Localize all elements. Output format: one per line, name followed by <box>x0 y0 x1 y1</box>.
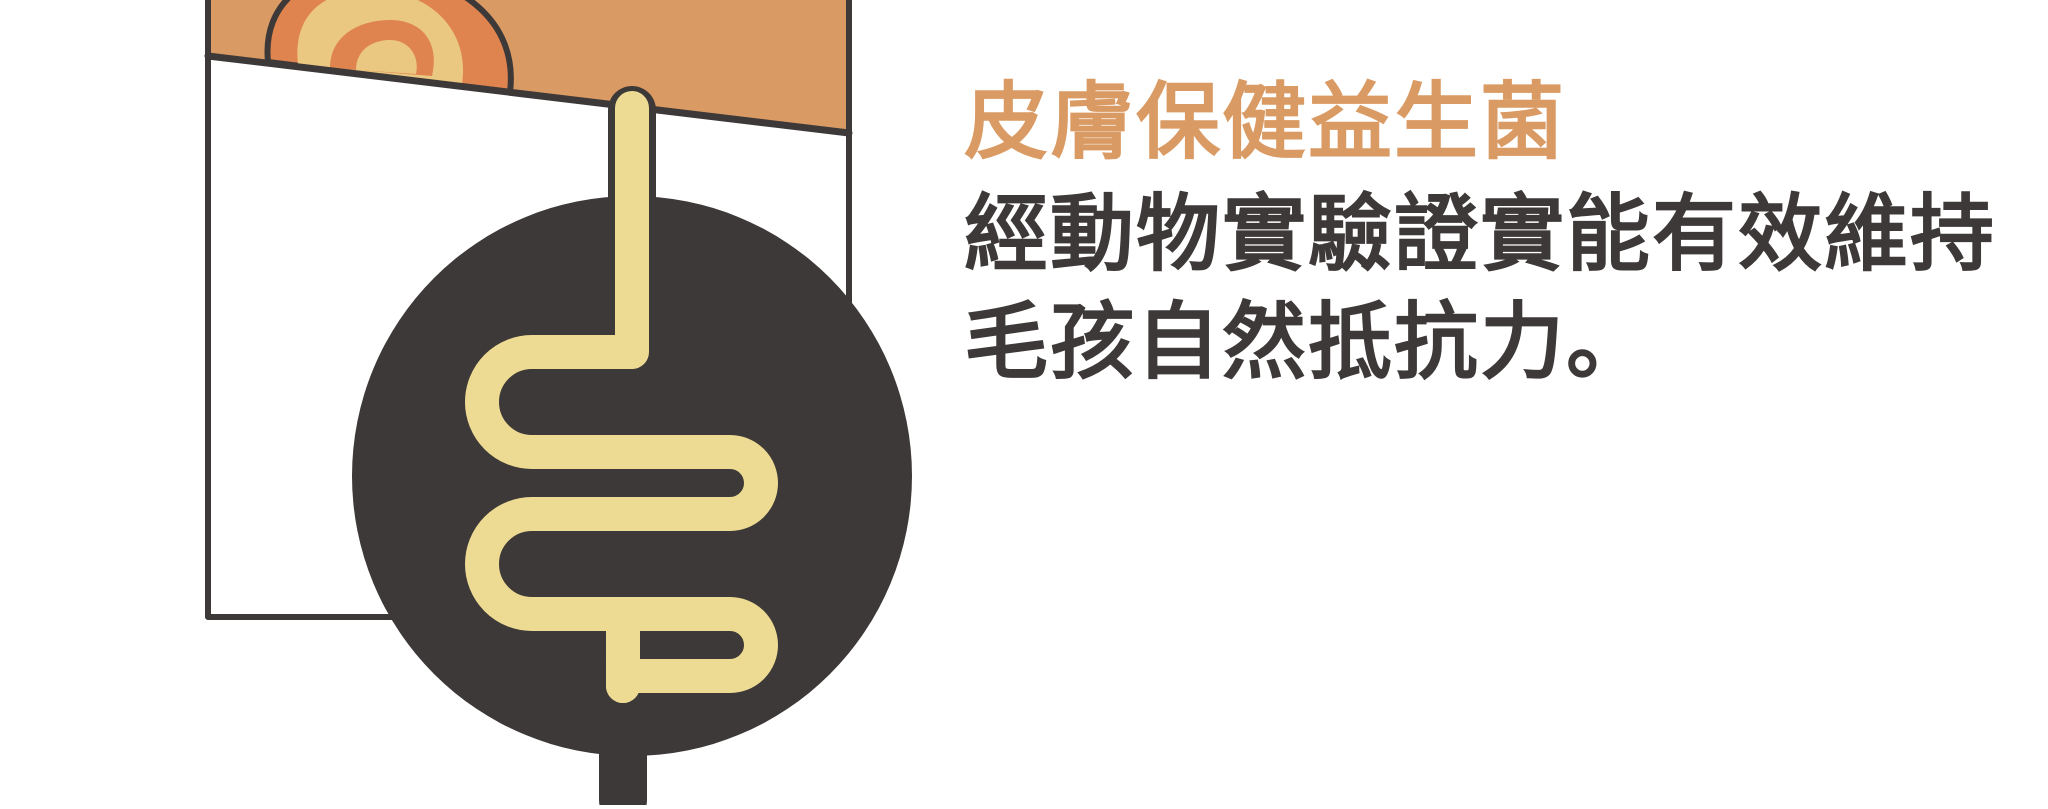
headline: 皮膚保健益生菌 <box>964 73 1567 171</box>
description-block: 皮膚保健益生菌 經動物實驗證實能有效維持 毛孩自然抵抗力。 <box>964 72 2004 396</box>
body-line-1: 經動物實驗證實能有效維持 <box>964 185 1997 283</box>
illustration <box>0 0 1000 809</box>
band-edge-line <box>204 52 853 137</box>
intestine-icon <box>458 86 785 809</box>
body-line-2: 毛孩自然抵抗力。 <box>964 293 1653 391</box>
